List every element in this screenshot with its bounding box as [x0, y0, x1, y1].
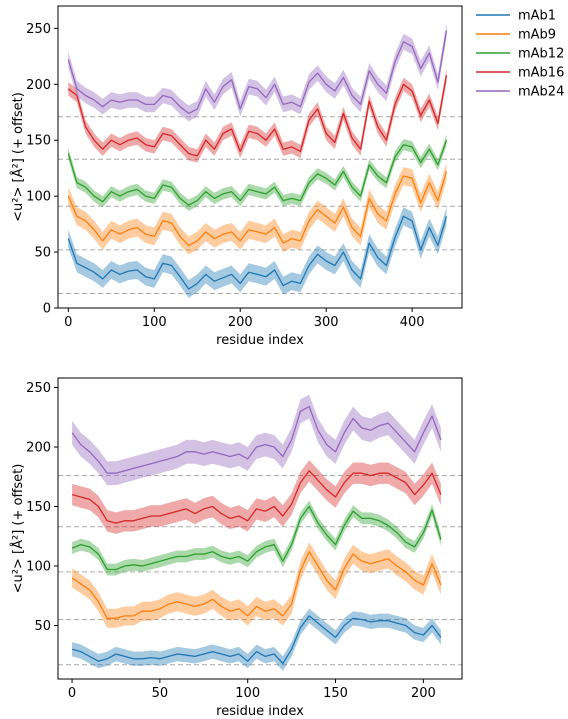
line-mAb24 [67, 30, 448, 115]
chart-1: 0 100 200 300 400 0 50 100 150 200 250 residue inde… [10, 5, 564, 348]
legend-label-mAb1: mAb1 [518, 9, 556, 24]
plot-frame [57, 377, 463, 680]
x-tick-label: 0 [64, 315, 72, 330]
x-tick-label: 50 [152, 686, 169, 701]
band-mAb9 [68, 162, 447, 255]
band-mAb16 [68, 68, 447, 163]
x-tick-label: 300 [314, 315, 339, 330]
x-tick-label: 200 [411, 686, 436, 701]
x-tick-label: 100 [142, 315, 167, 330]
y-tick-label: 250 [26, 381, 51, 396]
line-mAb1 [71, 615, 442, 665]
plot-frame [57, 5, 463, 309]
legend-label-mAb24: mAb24 [518, 85, 564, 100]
x-tick-label: 200 [228, 315, 253, 330]
band-mAb1 [72, 608, 441, 671]
y-axis-label: <u²> [Å²] (+ offset) [10, 464, 26, 594]
line-mAb16 [71, 470, 442, 524]
band-mAb12 [68, 134, 447, 211]
legend-label-mAb12: mAb12 [518, 47, 564, 62]
band-mAb1 [68, 207, 447, 298]
x-tick-label: 100 [235, 686, 260, 701]
x-tick-label: 400 [400, 315, 425, 330]
line-mAb12 [71, 505, 442, 571]
y-tick-label: 100 [26, 559, 51, 574]
line-mAb12 [67, 139, 448, 206]
line-mAb16 [67, 75, 448, 157]
legend: mAb1 mAb9 mAb12 mAb16 mAb24 [476, 9, 564, 100]
y-axis-label: <u²> [Å²] (+ offset) [10, 92, 26, 222]
band-mAb24 [72, 394, 441, 486]
y-tick-label: 250 [26, 22, 51, 37]
line-mAb9 [71, 551, 442, 619]
y-tick-label: 100 [26, 190, 51, 205]
y-tick-label: 50 [34, 246, 51, 261]
line-mAb1 [67, 215, 448, 290]
legend-label-mAb9: mAb9 [518, 28, 556, 43]
x-axis-label: residue index [216, 333, 304, 348]
y-tick-label: 200 [26, 441, 51, 456]
y-tick-label: 150 [26, 500, 51, 515]
y-tick-label: 200 [26, 78, 51, 93]
chart-2: 0 50 100 150 200 50 100 150 200 250 residue index <… [10, 377, 463, 719]
x-tick-label: 150 [323, 686, 348, 701]
line-mAb9 [67, 171, 448, 247]
line-mAb24 [71, 405, 442, 474]
legend-label-mAb16: mAb16 [518, 66, 564, 81]
x-axis-label: residue index [216, 704, 304, 719]
x-tick-label: 0 [68, 686, 76, 701]
band-mAb24 [68, 22, 447, 122]
y-tick-label: 50 [34, 619, 51, 634]
y-tick-label: 0 [43, 302, 51, 317]
y-tick-label: 150 [26, 134, 51, 149]
